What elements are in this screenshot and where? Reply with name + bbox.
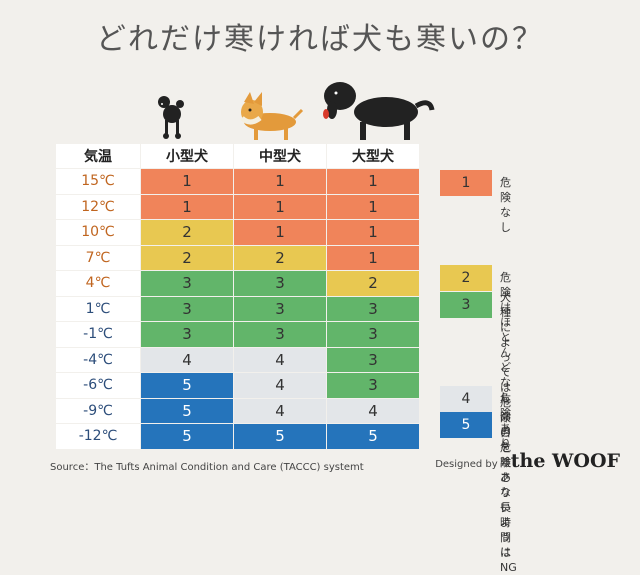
risk-cell: 3 — [141, 322, 233, 347]
risk-cell: 2 — [327, 271, 419, 296]
risk-cell: 5 — [141, 373, 233, 398]
large-dog-icon — [323, 82, 435, 140]
risk-cell: 1 — [141, 194, 233, 219]
risk-cell: 5 — [327, 424, 419, 449]
temperature-label: -12℃ — [56, 424, 140, 449]
risk-cell: 3 — [234, 322, 326, 347]
risk-cell: 1 — [141, 169, 233, 194]
legend-swatch: 3 — [440, 292, 492, 318]
temperature-label: 1℃ — [56, 296, 140, 321]
temperature-label: -9℃ — [56, 398, 140, 423]
bull-terrier-icon — [240, 92, 304, 140]
risk-cell: 3 — [141, 296, 233, 321]
brand-logo: the WOOF — [510, 450, 620, 472]
risk-cell: 3 — [141, 271, 233, 296]
risk-cell: 5 — [234, 424, 326, 449]
poodle-icon — [158, 96, 184, 139]
risk-cell: 3 — [327, 322, 419, 347]
designed-by-label: Designed by — [435, 459, 498, 470]
risk-cell: 2 — [141, 245, 233, 270]
risk-cell: 4 — [234, 373, 326, 398]
temperature-label: 4℃ — [56, 271, 140, 296]
credit: Designed by the WOOF — [435, 450, 620, 472]
risk-cell: 4 — [234, 347, 326, 372]
risk-cell: 3 — [234, 296, 326, 321]
temperature-label: 15℃ — [56, 169, 140, 194]
risk-cell: 1 — [234, 194, 326, 219]
legend-swatch: 4 — [440, 386, 492, 412]
risk-cell: 1 — [327, 169, 419, 194]
risk-cell: 1 — [327, 220, 419, 245]
risk-cell: 1 — [234, 169, 326, 194]
temperature-label: 12℃ — [56, 194, 140, 219]
temperature-label: -4℃ — [56, 347, 140, 372]
temperature-label: 7℃ — [56, 245, 140, 270]
risk-cell: 3 — [327, 347, 419, 372]
column-header: 気温 — [56, 144, 140, 168]
risk-cell: 4 — [327, 398, 419, 423]
risk-cell: 3 — [234, 271, 326, 296]
risk-cell: 4 — [141, 347, 233, 372]
legend-label: 危険あり — [500, 392, 511, 450]
temperature-risk-table: 気温 小型犬 中型犬 大型犬 15℃ 1 1 1 12℃ 1 1 1 10℃ 2 1 1 7℃ 2 2 1 4℃ 3 3 2 1… — [56, 144, 419, 449]
risk-cell: 1 — [327, 245, 419, 270]
column-header: 中型犬 — [234, 144, 326, 168]
source-note: Source：The Tufts Animal Condition and Ca… — [50, 462, 364, 473]
legend-label: 危険はほとんどなし — [500, 271, 511, 404]
legend-label: 危険なし — [500, 176, 511, 234]
legend-label: 命の危険あり 長時間は NG — [500, 411, 517, 574]
dog-illustrations — [158, 82, 435, 140]
risk-cell: 1 — [327, 194, 419, 219]
risk-cell: 2 — [234, 245, 326, 270]
legend-swatch: 2 — [440, 265, 492, 291]
page-title: どれだけ寒ければ犬も寒いの？ — [96, 22, 544, 57]
temperature-label: -6℃ — [56, 373, 140, 398]
column-header: 小型犬 — [141, 144, 233, 168]
risk-cell: 5 — [141, 424, 233, 449]
risk-cell: 2 — [141, 220, 233, 245]
legend-swatch: 5 — [440, 412, 492, 438]
risk-cell: 3 — [327, 373, 419, 398]
risk-cell: 3 — [327, 296, 419, 321]
risk-cell: 4 — [234, 398, 326, 423]
column-header: 大型犬 — [327, 144, 419, 168]
temperature-label: -1℃ — [56, 322, 140, 347]
risk-cell: 1 — [234, 220, 326, 245]
temperature-label: 10℃ — [56, 220, 140, 245]
risk-cell: 5 — [141, 398, 233, 423]
legend-swatch: 1 — [440, 170, 492, 196]
